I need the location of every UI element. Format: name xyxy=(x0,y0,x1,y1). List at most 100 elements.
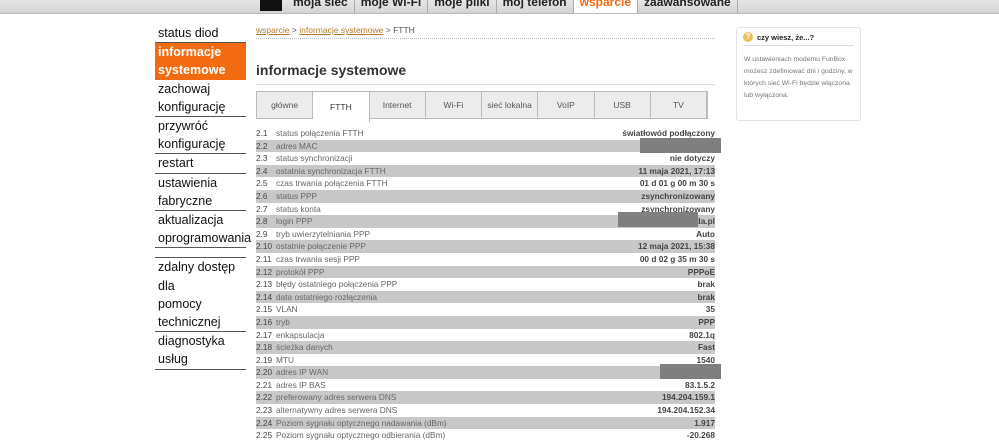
row-number: 2.3 xyxy=(256,153,268,164)
row-number: 2.18 xyxy=(256,342,273,353)
row-label: Poziom sygnału optycznego odbierania (dB… xyxy=(276,430,446,441)
question-icon: ? xyxy=(743,32,753,42)
table-row: 2.17 enkapsulacja 802.1q xyxy=(256,329,715,342)
table-row: 2.5 czas trwania połączenia FTTH 01 d 01 g… xyxy=(256,177,715,190)
tab[interactable]: sieć lokalna xyxy=(482,92,539,118)
row-value: 00 d 02 g 35 m 30 s xyxy=(639,253,715,264)
row-value: 194.204.159.1 xyxy=(661,392,715,403)
row-label: czas trwania połączenia FTTH xyxy=(276,178,388,189)
sidebar-item-label: fabryczne xyxy=(158,193,213,208)
nav-item[interactable]: zaawansowane xyxy=(638,0,738,13)
tip-title: czy wiesz, że...? xyxy=(757,32,815,42)
tab[interactable]: Wi-Fi xyxy=(426,92,482,118)
row-value: 1540 xyxy=(696,354,715,365)
tab[interactable]: FTTH xyxy=(313,92,370,122)
nav-item[interactable]: moja sieć xyxy=(287,0,355,13)
row-label: tryb xyxy=(276,316,290,327)
tabs: główne FTTH Internet Wi-Fi sieć lokalna VoIP U… xyxy=(256,91,708,122)
row-number: 2.13 xyxy=(256,279,273,290)
tip-text: W ustawieniach modemu FunBox możesz zdef… xyxy=(744,56,853,99)
sidebar-item[interactable]: ustawienia fabryczne xyxy=(155,174,246,212)
row-value: 83.1.5.2 xyxy=(685,379,715,390)
logo[interactable] xyxy=(260,0,282,11)
row-label: ścieżka danych xyxy=(276,342,333,353)
table-row: 2.4 ostatnia synchronizacja FTTH 11 maja 2… xyxy=(256,164,715,178)
row-value: PPPoE xyxy=(687,266,715,277)
tab[interactable]: główne xyxy=(257,92,314,118)
row-number: 2.17 xyxy=(256,329,273,340)
row-label: status połączenia FTTH xyxy=(276,128,364,138)
table-row: 2.18 ścieżka danych Fast xyxy=(256,341,715,354)
sidebar-item-label: przywróć xyxy=(158,119,209,134)
sidebar-item-label: informacje xyxy=(158,45,222,60)
row-label: login PPP xyxy=(276,216,313,227)
sidebar-item-label: ustawienia xyxy=(158,175,218,190)
redacted-wan-ip xyxy=(660,364,721,379)
table-row: 2.20 adres IP WAN xyxy=(256,366,715,379)
row-value: 194.204.152.34 xyxy=(657,405,715,416)
row-number: 2.9 xyxy=(256,228,268,239)
row-number: 2.10 xyxy=(256,241,273,252)
row-number: 2.24 xyxy=(256,417,273,428)
row-value: zsynchronizowany xyxy=(641,190,715,201)
sidebar-item-label: technicznej xyxy=(158,315,221,330)
sidebar-item[interactable]: diagnostyka usług xyxy=(155,332,246,370)
row-number: 2.8 xyxy=(256,216,268,227)
sidebar-item[interactable]: aktualizacja oprogramowania xyxy=(155,211,251,249)
sidebar-item-label: status diod xyxy=(158,26,219,40)
table-row: 2.22 preferowany adres serwera DNS 194.204… xyxy=(256,391,715,405)
row-label: data ostatniego rozłączenia xyxy=(276,291,378,302)
row-label: adres IP WAN xyxy=(276,367,329,378)
sidebar-item[interactable]: status diod xyxy=(155,24,246,44)
sidebar-item-label: zachowaj xyxy=(158,81,211,96)
sidebar-item[interactable]: zdalny dostęp dla pomocy technicznej xyxy=(155,258,246,333)
sidebar-item[interactable]: przywróć konfigurację xyxy=(155,117,246,155)
sidebar-item-label: zdalny dostęp dla xyxy=(158,260,236,293)
row-label: MTU xyxy=(276,354,294,365)
tab[interactable]: VoIP xyxy=(538,92,595,118)
row-label: alternatywny adres serwera DNS xyxy=(276,405,398,416)
row-value: 01 d 01 g 00 m 30 s xyxy=(639,178,715,189)
tab[interactable]: TV xyxy=(651,92,707,118)
tab[interactable]: USB xyxy=(595,92,651,118)
redacted-mac xyxy=(640,138,721,153)
table-row: 2.16 tryb PPP xyxy=(256,315,715,329)
info-table: 2.1 status połączenia FTTH światłowód podł… xyxy=(256,127,715,442)
table-row: 2.9 tryb uwierzytelniania PPP Auto xyxy=(256,228,715,241)
row-number: 2.6 xyxy=(256,190,268,201)
nav-item[interactable]: moje pliki xyxy=(428,0,497,13)
sidebar-item[interactable]: restart xyxy=(155,154,246,174)
table-row: 2.1 status połączenia FTTH światłowód podł… xyxy=(256,127,715,140)
row-label: tryb uwierzytelniania PPP xyxy=(276,228,371,239)
row-value: nie dotyczy xyxy=(669,153,715,164)
row-number: 2.15 xyxy=(256,304,273,315)
row-value: 35 xyxy=(705,304,715,315)
table-row: 2.7 status konta zsynchronizowany xyxy=(256,203,715,216)
breadcrumb-wsparcie[interactable]: wsparcie xyxy=(256,25,290,35)
row-number: 2.2 xyxy=(256,140,268,151)
row-value: 802.1q xyxy=(689,329,715,340)
table-row: 2.12 protokół PPP PPPoE xyxy=(256,265,715,279)
nav-item[interactable]: wsparcie xyxy=(573,0,639,13)
nav-item[interactable]: mój telefon xyxy=(497,0,574,13)
table-row: 2.6 status PPP zsynchronizowany xyxy=(256,189,715,203)
sidebar-item[interactable]: zachowaj konfigurację xyxy=(155,80,246,118)
row-value: 11 maja 2021, 17:13 xyxy=(638,165,715,176)
row-label: adres MAC xyxy=(276,140,318,151)
table-row: 2.2 adres MAC xyxy=(256,139,715,153)
table-row: 2.19 MTU 1540 xyxy=(256,354,715,367)
row-label: protokół PPP xyxy=(276,266,325,277)
sidebar: status diod informacje systemowe zachowaj ko… xyxy=(155,24,251,370)
row-value: da.pl xyxy=(695,216,715,227)
nav-item[interactable]: moje Wi-Fi xyxy=(355,0,429,13)
row-value: światłowód podłączony xyxy=(622,128,715,138)
tab[interactable]: Internet xyxy=(370,92,426,118)
row-value: -20.268 xyxy=(686,430,715,441)
row-number: 2.20 xyxy=(256,367,273,378)
row-label: status synchronizacji xyxy=(276,153,353,164)
sidebar-item-label: diagnostyka usług xyxy=(158,334,225,367)
breadcrumb-informacje[interactable]: informacje systemowe xyxy=(299,25,384,35)
breadcrumb: wsparcie > informacje systemowe > FTTH xyxy=(256,25,715,39)
sidebar-item[interactable]: informacje systemowe xyxy=(155,43,246,80)
row-number: 2.4 xyxy=(256,165,268,176)
